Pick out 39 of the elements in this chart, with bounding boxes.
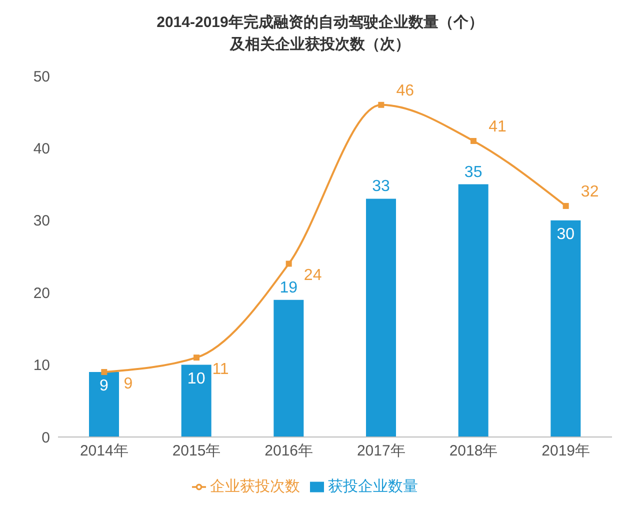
x-tick-label: 2014年	[80, 442, 128, 460]
data-label: 41	[488, 118, 506, 136]
data-label: 19	[280, 279, 298, 296]
bar	[550, 220, 581, 437]
point	[194, 354, 200, 361]
x-tick-label: 2015年	[172, 442, 221, 460]
legend-label: 企业获投次数	[210, 478, 300, 495]
point	[378, 102, 384, 108]
data-label: 9	[100, 378, 109, 395]
x-tick-label: 2019年	[542, 442, 590, 460]
data-label: 35	[464, 164, 482, 181]
data-label: 33	[372, 178, 390, 196]
bar	[89, 372, 119, 437]
data-label: 30	[556, 226, 575, 243]
data-label: 10	[187, 370, 206, 388]
data-label: 46	[396, 82, 414, 100]
x-tick-label: 2017年	[356, 442, 406, 460]
chart-title: 2014-2019年完成融资的自动驾驶企业数量（个）及相关企业获投次数（次）	[156, 13, 484, 55]
bar	[366, 198, 396, 437]
y-tick-label: 20	[33, 284, 50, 302]
data-label: 24	[304, 267, 322, 284]
y-tick-label: 40	[33, 140, 50, 158]
y-tick-label: 50	[33, 68, 50, 86]
point	[286, 260, 292, 267]
bar	[181, 364, 212, 437]
point	[470, 138, 476, 144]
data-label: 32	[580, 183, 599, 200]
y-tick-label: 30	[33, 212, 50, 230]
legend-label: 获投企业数量	[328, 478, 418, 495]
y-tick-label: 0	[42, 429, 50, 446]
x-tick-label: 2018年	[449, 442, 498, 460]
x-tick-label: 2016年	[264, 442, 314, 460]
point	[562, 202, 569, 209]
bar	[458, 184, 488, 437]
data-label: 9	[124, 376, 133, 393]
point	[101, 369, 108, 376]
data-label: 11	[212, 361, 229, 378]
y-tick-label: 10	[33, 357, 50, 374]
bar	[274, 300, 304, 437]
